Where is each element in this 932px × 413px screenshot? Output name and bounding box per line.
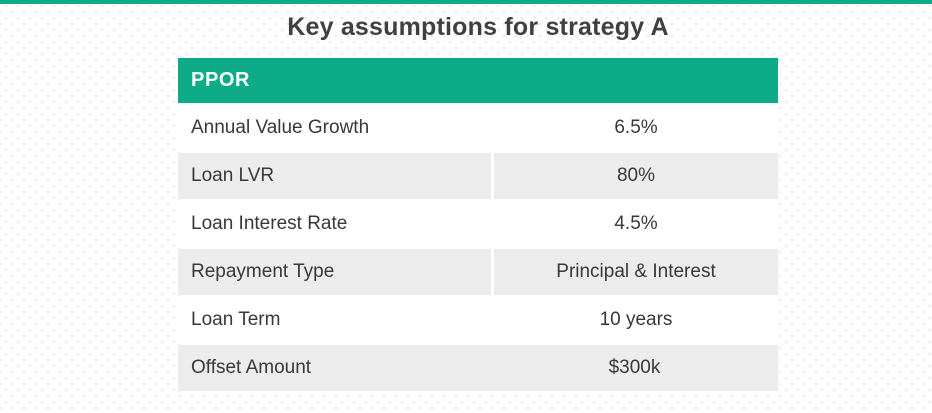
row-label: Offset Amount bbox=[178, 345, 491, 391]
row-label: Repayment Type bbox=[178, 249, 491, 295]
row-label: Loan LVR bbox=[178, 153, 491, 199]
assumptions-table: PPOR Annual Value Growth 6.5% Loan LVR 8… bbox=[178, 58, 778, 391]
row-value: $300k bbox=[491, 345, 778, 391]
row-value: 6.5% bbox=[614, 117, 658, 138]
top-accent-bar bbox=[0, 0, 932, 4]
table-section-header: PPOR bbox=[178, 58, 778, 103]
row-label: Loan Term bbox=[191, 309, 281, 330]
row-value: 4.5% bbox=[614, 213, 658, 234]
row-label: Annual Value Growth bbox=[191, 117, 370, 138]
row-value: 80% bbox=[494, 153, 778, 199]
table-row: Offset Amount $300k bbox=[178, 343, 778, 391]
row-label: Loan Interest Rate bbox=[191, 213, 348, 234]
table-row: Loan Interest Rate 4.5% bbox=[178, 199, 778, 247]
table-row: Repayment Type Principal & Interest bbox=[178, 247, 778, 295]
table-row: Loan Term 10 years bbox=[178, 295, 778, 343]
table-row: Annual Value Growth 6.5% bbox=[178, 103, 778, 151]
table-row: Loan LVR 80% bbox=[178, 151, 778, 199]
page-title: Key assumptions for strategy A bbox=[287, 13, 669, 41]
row-value: Principal & Interest bbox=[494, 249, 778, 295]
row-value: 10 years bbox=[599, 309, 673, 330]
